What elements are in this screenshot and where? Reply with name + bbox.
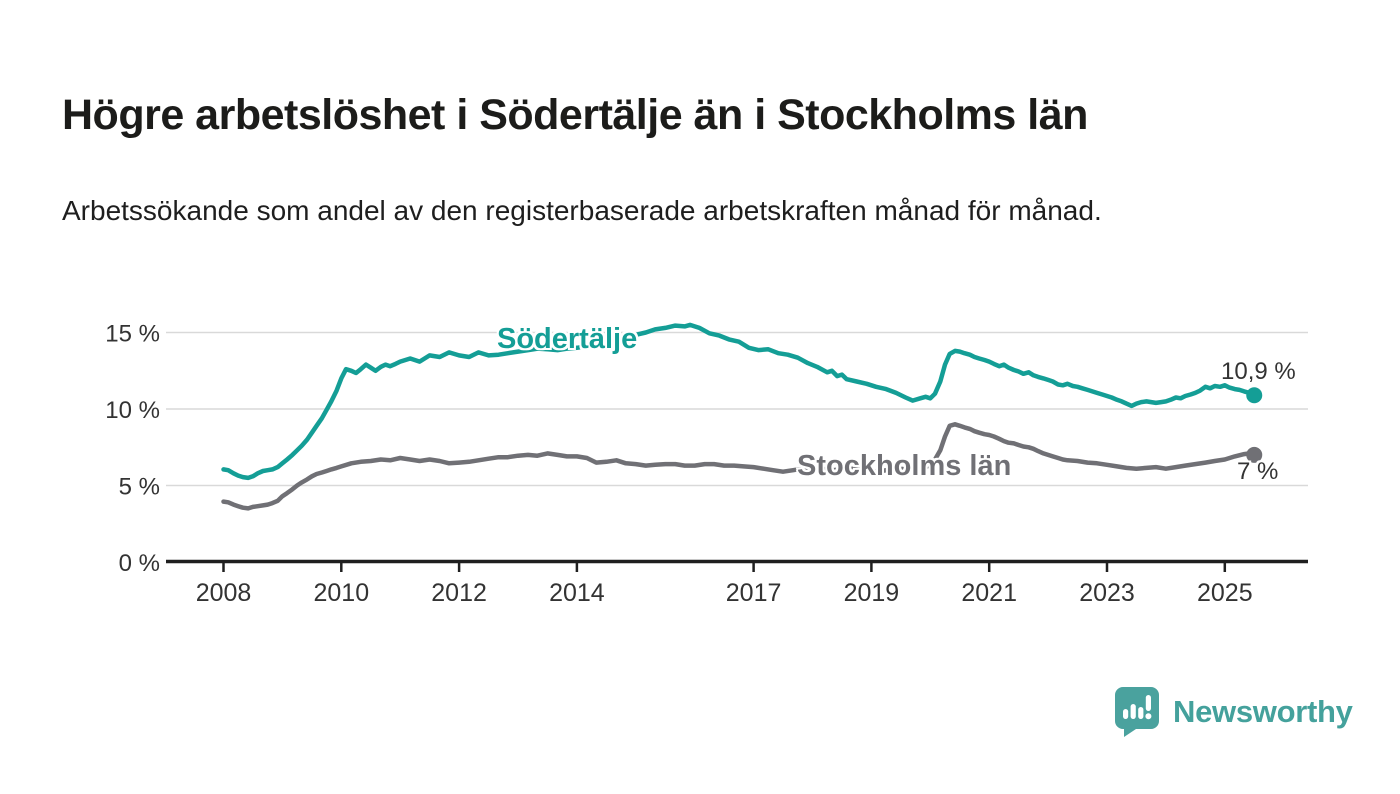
- x-axis-tick-label: 2023: [1079, 579, 1135, 607]
- series-line-sodertalje: [221, 322, 1257, 481]
- series-end-dot-sodertalje: [1246, 387, 1263, 404]
- x-axis-tick-label: 2021: [961, 579, 1017, 607]
- y-axis-tick-label: 10 %: [105, 397, 160, 424]
- y-axis-tick-label: 15 %: [105, 321, 160, 348]
- x-axis-tick-label: 2017: [726, 579, 782, 607]
- x-axis-tick-label: 2008: [196, 579, 252, 607]
- y-axis-tick-label: 5 %: [119, 474, 160, 501]
- end-value-label-stockholms-lan: 7 %: [1237, 458, 1279, 485]
- y-axis-tick-label: 0 %: [119, 550, 160, 577]
- series-label-sodertalje: Södertälje: [497, 323, 638, 355]
- x-axis-tick-label: 2012: [431, 579, 487, 607]
- x-axis-tick-label: 2010: [313, 579, 369, 607]
- x-axis-tick-label: 2025: [1197, 579, 1253, 607]
- series-label-stockholms-lan: Stockholms län: [797, 450, 1012, 482]
- newsworthy-speech-bubble-chart-icon: [1115, 687, 1159, 737]
- x-axis-tick-label: 2019: [844, 579, 900, 607]
- newsworthy-logo: Newsworthy: [1114, 686, 1353, 737]
- brand-name: Newsworthy: [1173, 693, 1353, 729]
- series-end-dot-stockholms-lan: [1246, 446, 1263, 463]
- end-value-label-sodertalje: 10,9 %: [1221, 358, 1296, 385]
- x-axis-tick-label: 2014: [549, 579, 605, 607]
- chart-subtitle: Arbetssökande som andel av den registerb…: [62, 195, 1102, 226]
- page-title: Högre arbetslöshet i Södertälje än i Sto…: [62, 90, 1088, 139]
- series-line-stockholms-lan: [221, 422, 1257, 511]
